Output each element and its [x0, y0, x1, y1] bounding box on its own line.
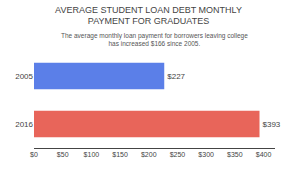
- svg-text:$350: $350: [227, 151, 243, 158]
- svg-text:2005: 2005: [15, 72, 33, 81]
- svg-text:$227: $227: [167, 72, 185, 81]
- svg-text:$50: $50: [57, 151, 69, 158]
- svg-text:$200: $200: [141, 151, 157, 158]
- svg-text:$250: $250: [170, 151, 186, 158]
- svg-text:2016: 2016: [15, 120, 33, 129]
- svg-text:$0: $0: [30, 151, 38, 158]
- svg-text:$100: $100: [84, 151, 100, 158]
- svg-text:$393: $393: [263, 120, 281, 129]
- svg-text:AVERAGE STUDENT LOAN DEBT MONT: AVERAGE STUDENT LOAN DEBT MONTHLYPAYMENT…: [55, 5, 242, 27]
- svg-text:The average monthly loan payme: The average monthly loan payment for bor…: [61, 32, 248, 47]
- svg-text:$300: $300: [198, 151, 214, 158]
- svg-text:$400: $400: [256, 151, 272, 158]
- svg-text:$150: $150: [112, 151, 128, 158]
